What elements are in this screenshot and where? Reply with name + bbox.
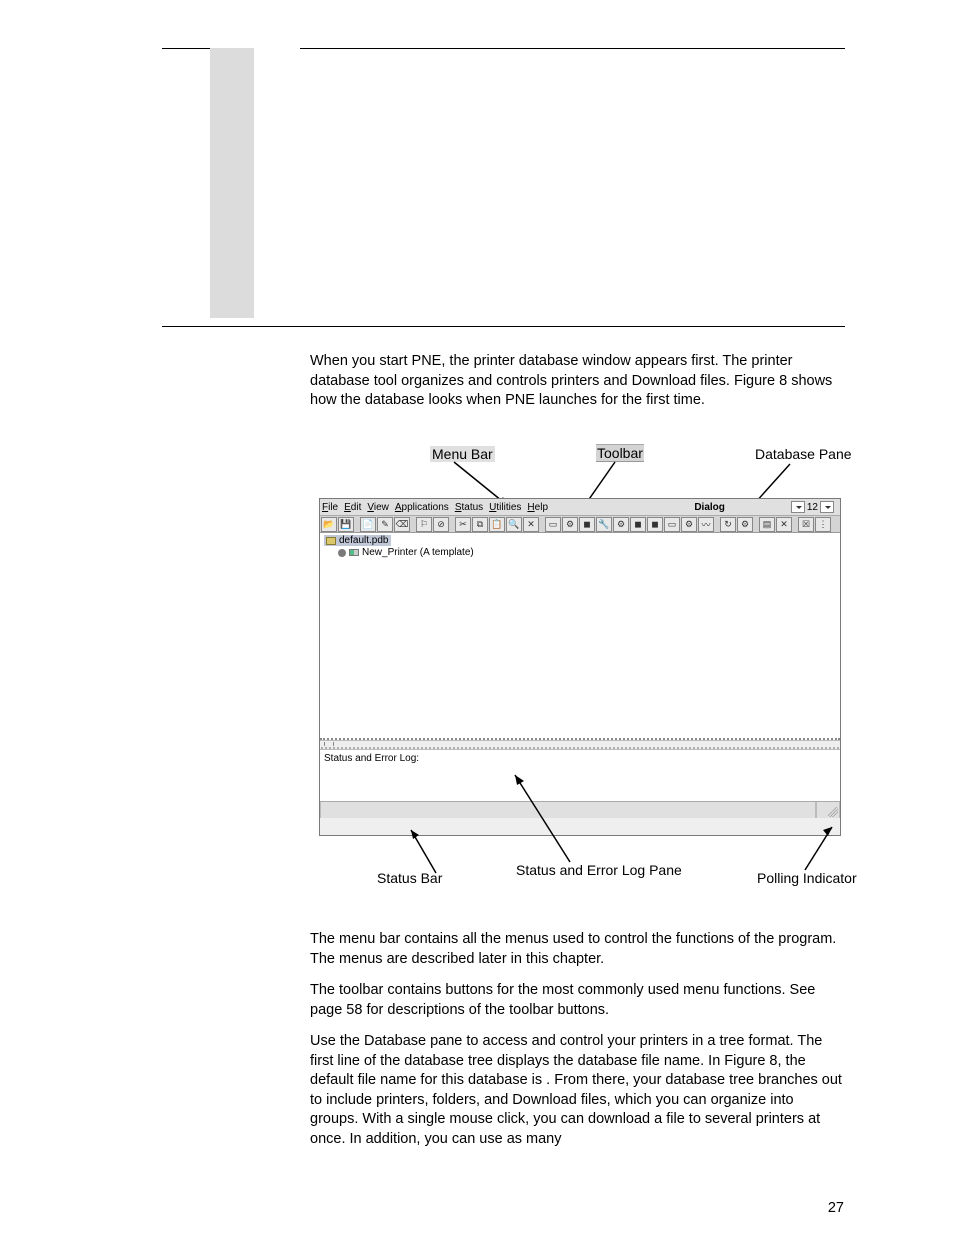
tb-separator <box>451 517 454 532</box>
menu-view[interactable]: View <box>367 502 389 513</box>
toolbar: 📂 💾 📄 ✎ ⌫ ⚐ ⊘ ✂ ⧉ 📋 🔍 ✕ ▭ ⚙ ◼ 🔧 ⚙ ◼ ◼ ▭ … <box>320 515 840 533</box>
paragraph-menu-bar: The menu bar contains all the menus used… <box>310 930 845 969</box>
page-number: 27 <box>828 1200 844 1216</box>
printer-dot-icon <box>338 549 346 557</box>
tb-more-icon[interactable]: ⋮ <box>815 517 831 532</box>
tb-paste-icon[interactable]: 📋 <box>489 517 505 532</box>
database-pane[interactable]: default.pdb New_Printer (A template) <box>320 533 840 740</box>
tb-wave-icon[interactable]: 〰 <box>698 517 714 532</box>
tb-separator <box>356 517 359 532</box>
tb-gear2-icon[interactable]: ⚙ <box>613 517 629 532</box>
tb-check-icon[interactable]: ☒ <box>798 517 814 532</box>
zoom-control[interactable]: 12 <box>791 501 834 513</box>
tb-flag-icon[interactable]: ⚐ <box>416 517 432 532</box>
zoom-dropdown-left[interactable] <box>791 501 805 513</box>
menu-edit[interactable]: Edit <box>344 502 361 513</box>
tb-save-icon[interactable]: 💾 <box>338 517 354 532</box>
tree-child-label: New_Printer (A template) <box>362 547 474 558</box>
tree-child-item[interactable]: New_Printer (A template) <box>338 547 836 558</box>
tb-window2-icon[interactable]: ▭ <box>664 517 680 532</box>
printer-bar-icon <box>349 549 359 556</box>
tb-panel-icon[interactable]: ◼ <box>579 517 595 532</box>
tb-close-icon[interactable]: ✕ <box>776 517 792 532</box>
tb-find-icon[interactable]: 🔍 <box>506 517 522 532</box>
tb-list-icon[interactable]: ▤ <box>759 517 775 532</box>
menu-help[interactable]: Help <box>527 502 548 513</box>
annotation-status-error-log: Status and Error Log Pane <box>516 862 682 878</box>
tb-delete-icon[interactable]: ✕ <box>523 517 539 532</box>
tb-gear4-icon[interactable]: ⚙ <box>737 517 753 532</box>
tb-tool-icon[interactable]: 🔧 <box>596 517 612 532</box>
section-separator <box>162 326 845 327</box>
arrow-status-error-log <box>510 770 580 865</box>
menu-file[interactable]: File <box>322 502 338 513</box>
status-error-log-label: Status and Error Log: <box>324 753 419 764</box>
annotation-database-pane: Database Pane <box>755 446 852 462</box>
status-error-log-pane: Status and Error Log: <box>320 749 840 801</box>
folder-icon <box>326 537 336 545</box>
tb-separator <box>716 517 719 532</box>
menu-bar: File Edit View Applications Status Utili… <box>320 499 840 515</box>
tb-gear1-icon[interactable]: ⚙ <box>562 517 578 532</box>
status-bar <box>320 801 840 818</box>
tb-erase-icon[interactable]: ⌫ <box>394 517 410 532</box>
tb-gear3-icon[interactable]: ⚙ <box>681 517 697 532</box>
splitter-grip-icon[interactable] <box>324 742 334 746</box>
tb-cut-icon[interactable]: ✂ <box>455 517 471 532</box>
menu-status[interactable]: Status <box>455 502 483 513</box>
tb-separator <box>412 517 415 532</box>
tb-copy-icon[interactable]: ⧉ <box>472 517 488 532</box>
menu-applications[interactable]: Applications <box>395 502 449 513</box>
tb-panel3-icon[interactable]: ◼ <box>647 517 663 532</box>
annotation-status-bar: Status Bar <box>377 870 442 886</box>
tree-root-label: default.pdb <box>339 535 389 546</box>
zoom-dropdown-right[interactable] <box>820 501 834 513</box>
resize-grip-icon[interactable] <box>828 807 838 817</box>
dialog-label: Dialog <box>694 502 725 513</box>
tb-stop-icon[interactable]: ⊘ <box>433 517 449 532</box>
polling-indicator <box>816 802 840 818</box>
tb-open-icon[interactable]: 📂 <box>321 517 337 532</box>
margin-gray-block <box>210 48 254 318</box>
tb-edit-icon[interactable]: ✎ <box>377 517 393 532</box>
paragraph-database-pane: Use the Database pane to access and cont… <box>310 1032 845 1149</box>
header-rule-right <box>300 48 845 49</box>
zoom-value: 12 <box>807 502 818 513</box>
tb-refresh-icon[interactable]: ↻ <box>720 517 736 532</box>
tb-separator <box>541 517 544 532</box>
tree-root-item[interactable]: default.pdb <box>324 535 391 546</box>
arrow-polling-indicator <box>800 822 840 872</box>
tb-new-icon[interactable]: 📄 <box>360 517 376 532</box>
paragraph-toolbar: The toolbar contains buttons for the mos… <box>310 981 845 1020</box>
annotation-polling-indicator: Polling Indicator <box>757 870 857 886</box>
tb-separator <box>794 517 797 532</box>
menu-utilities[interactable]: Utilities <box>489 502 521 513</box>
tb-panel2-icon[interactable]: ◼ <box>630 517 646 532</box>
arrow-status-bar <box>406 825 446 875</box>
tb-separator <box>755 517 758 532</box>
tb-window-icon[interactable]: ▭ <box>545 517 561 532</box>
pne-window: File Edit View Applications Status Utili… <box>319 498 841 836</box>
intro-paragraph: When you start PNE, the printer database… <box>310 352 845 411</box>
